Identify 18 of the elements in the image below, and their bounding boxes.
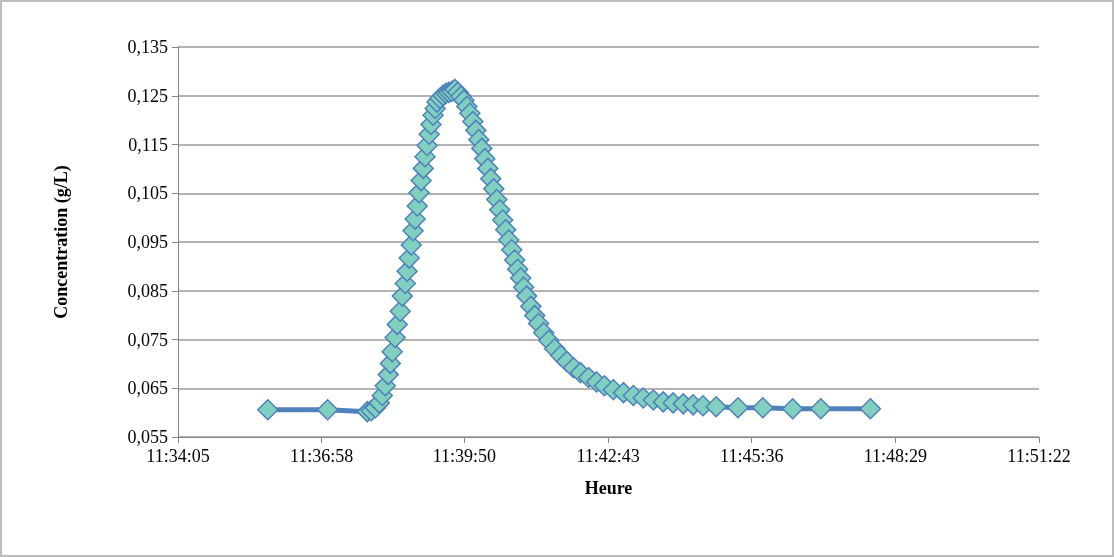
y-tick-label: 0,105 (127, 183, 168, 204)
y-tick-label: 0,085 (127, 280, 168, 301)
x-tick-label: 11:36:58 (289, 446, 354, 466)
x-tick-label: 11:48:29 (863, 446, 928, 466)
y-axis-title: Concentration (g/L) (51, 165, 72, 319)
y-tick-label: 0,095 (127, 232, 168, 252)
x-tick-label: 11:45:36 (720, 446, 784, 466)
x-tick-label: 11:51:22 (1007, 446, 1071, 466)
y-tick-label: 0,115 (128, 134, 168, 155)
x-tick-label: 11:42:43 (576, 446, 640, 466)
x-tick-label: 11:34:05 (146, 446, 210, 466)
y-tick-label: 0,065 (127, 378, 168, 399)
y-tick-label: 0,125 (127, 85, 168, 106)
y-tick-label: 0,075 (127, 329, 168, 350)
x-axis-title: Heure (584, 478, 633, 498)
y-tick-label: 0,135 (127, 37, 168, 57)
x-tick-label: 11:39:50 (432, 446, 497, 466)
y-tick-label: 0,055 (127, 427, 168, 447)
